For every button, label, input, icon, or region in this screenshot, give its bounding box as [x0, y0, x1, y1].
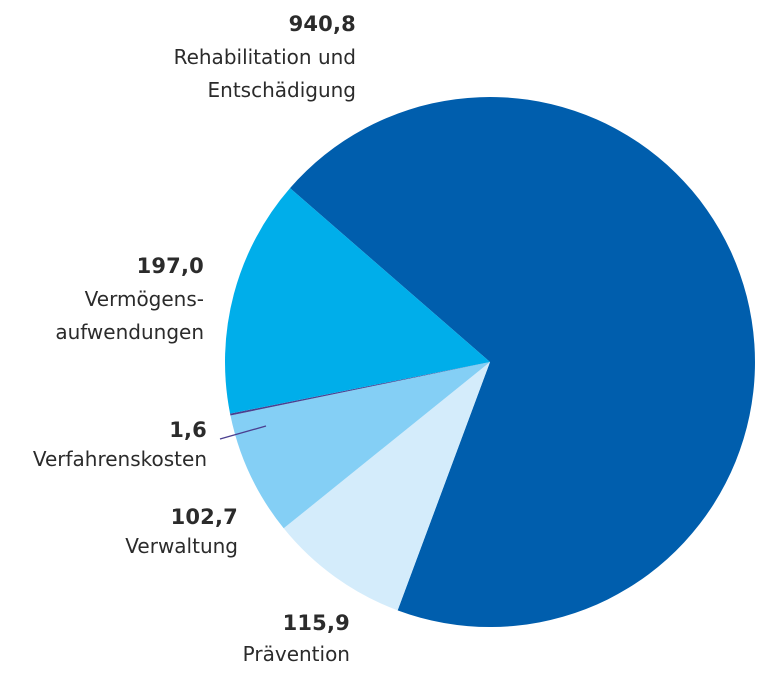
value-label: 102,7 [170, 505, 238, 529]
slice-vermoegensaufwendungen [225, 188, 490, 414]
slice-name: aufwendungen [55, 320, 204, 344]
value-label: 1,6 [169, 418, 207, 442]
slice-name: Vermögens- [84, 287, 204, 311]
slice-verwaltung [230, 362, 490, 529]
label-vermoegensaufwendungen: 197,0 Vermögens- aufwendungen [55, 256, 204, 349]
slice-name: Verfahrenskosten [32, 447, 207, 471]
verfahrenskosten-leader-line [219, 425, 267, 440]
value-label: 115,9 [282, 611, 350, 635]
label-rehabilitation: 940,8 Rehabilitation und Entschädigung [174, 14, 356, 107]
label-verfahrenskosten: 1,6 Verfahrenskosten [33, 420, 207, 476]
label-verwaltung: 102,7 Verwaltung [125, 507, 238, 563]
slice-rehabilitation [290, 97, 755, 628]
slice-verfahrenskosten [230, 362, 490, 416]
slice-name: Rehabilitation und [173, 45, 356, 69]
slice-name: Verwaltung [125, 534, 238, 558]
value-label: 940,8 [288, 12, 356, 36]
slice-name: Prävention [242, 642, 350, 666]
label-praevention: 115,9 Prävention [243, 613, 350, 671]
slice-praevention [283, 362, 490, 611]
slice-name: Entschädigung [207, 78, 357, 102]
value-label: 197,0 [136, 254, 204, 278]
